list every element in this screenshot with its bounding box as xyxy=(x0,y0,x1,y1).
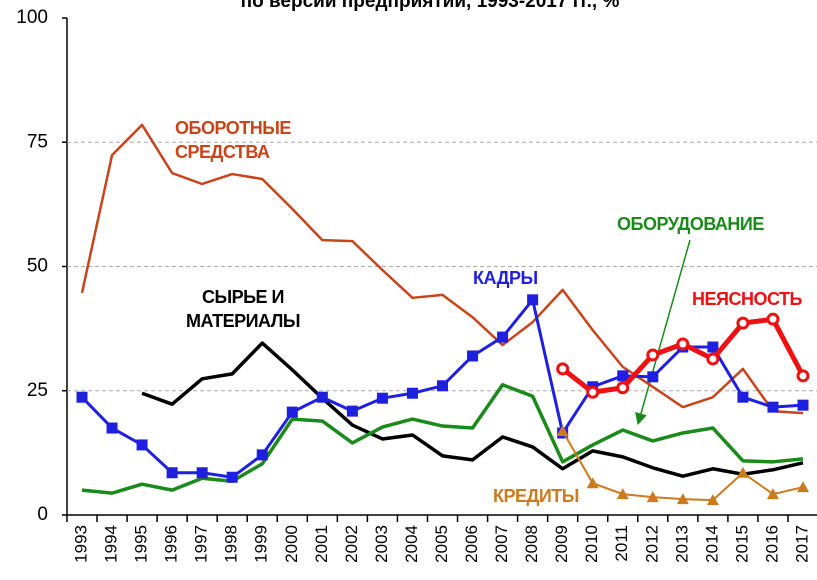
y-tick-label: 75 xyxy=(27,131,48,152)
marker xyxy=(646,491,659,503)
series-line xyxy=(561,316,806,395)
x-tick-label: 2004 xyxy=(402,525,421,563)
x-tick-label: 2016 xyxy=(762,525,781,563)
x-tick-label: 2008 xyxy=(522,525,541,563)
marker xyxy=(76,391,88,403)
marker xyxy=(616,488,629,500)
series-label: ОБОРУДОВАНИЕ xyxy=(617,214,764,234)
annotation-arrow xyxy=(635,239,691,426)
series-label: СЫРЬЕ И МАТЕРИАЛЫ xyxy=(185,287,301,331)
marker xyxy=(766,312,780,326)
x-tick-label: 2005 xyxy=(432,525,451,563)
x-tick-label: 2003 xyxy=(372,525,391,563)
x-tick-label: 2014 xyxy=(702,525,721,563)
x-tick-label: 2006 xyxy=(462,525,481,563)
marker xyxy=(767,401,779,413)
x-tick-label: 2000 xyxy=(282,525,301,563)
series-label: НЕЯСНОСТЬ xyxy=(692,289,802,309)
x-tick-label: 1996 xyxy=(162,525,181,563)
x-tick-label: 1995 xyxy=(132,525,151,563)
x-tick-label: 1993 xyxy=(71,525,90,563)
marker xyxy=(196,467,208,479)
marker xyxy=(226,471,238,483)
y-tick-label: 100 xyxy=(16,7,48,28)
marker xyxy=(497,331,509,343)
marker xyxy=(586,477,599,489)
marker xyxy=(556,362,570,376)
y-tick-label: 50 xyxy=(27,256,48,277)
marker xyxy=(136,439,148,451)
marker xyxy=(586,385,600,399)
x-tick-label: 2011 xyxy=(612,525,631,562)
marker xyxy=(736,466,749,478)
marker xyxy=(647,371,659,383)
marker xyxy=(797,481,809,493)
marker xyxy=(286,406,298,418)
chart-title: по версии предприятий, 1993-2017 гг., % xyxy=(241,0,620,12)
x-tick-label: 2007 xyxy=(492,525,511,563)
series-label: КРЕДИТЫ xyxy=(493,486,579,506)
marker xyxy=(527,294,539,306)
x-tick-label: 1999 xyxy=(252,525,271,563)
x-tick-label: 2013 xyxy=(672,525,691,563)
marker xyxy=(707,341,719,353)
series-line xyxy=(81,383,804,495)
x-tick-label: 2015 xyxy=(732,525,751,563)
marker xyxy=(406,387,418,399)
x-tick-label: 2001 xyxy=(312,525,331,563)
marker xyxy=(256,449,268,461)
marker xyxy=(166,467,178,479)
marker xyxy=(736,316,750,330)
marker xyxy=(676,493,689,505)
marker xyxy=(617,370,629,382)
series-label: ОБОРОТНЫЕ СРЕДСТВА xyxy=(175,118,291,162)
x-tick-label: 2002 xyxy=(342,525,361,563)
series-label: КАДРЫ xyxy=(473,268,538,288)
y-tick-label: 25 xyxy=(27,380,48,401)
x-tick-label: 2009 xyxy=(552,525,571,563)
marker xyxy=(766,488,779,500)
marker xyxy=(797,399,809,411)
x-tick-label: 1998 xyxy=(222,525,241,563)
marker xyxy=(646,348,660,362)
marker xyxy=(376,392,388,404)
marker xyxy=(316,391,328,403)
marker xyxy=(616,381,630,395)
x-tick-label: 2017 xyxy=(792,525,811,563)
marker xyxy=(467,350,479,362)
x-tick-label: 1994 xyxy=(102,525,121,563)
x-tick-label: 2012 xyxy=(642,525,661,563)
marker xyxy=(706,352,720,366)
marker xyxy=(737,391,749,403)
marker xyxy=(437,380,448,392)
marker xyxy=(106,422,118,434)
series-line xyxy=(141,341,804,478)
y-tick-label: 0 xyxy=(37,504,48,525)
marker xyxy=(346,405,358,417)
marker xyxy=(796,369,810,383)
marker xyxy=(676,337,690,351)
marker xyxy=(706,494,719,506)
x-tick-label: 1997 xyxy=(192,525,211,563)
series-line xyxy=(80,123,804,415)
x-tick-label: 2010 xyxy=(582,525,601,563)
marker xyxy=(556,425,569,437)
